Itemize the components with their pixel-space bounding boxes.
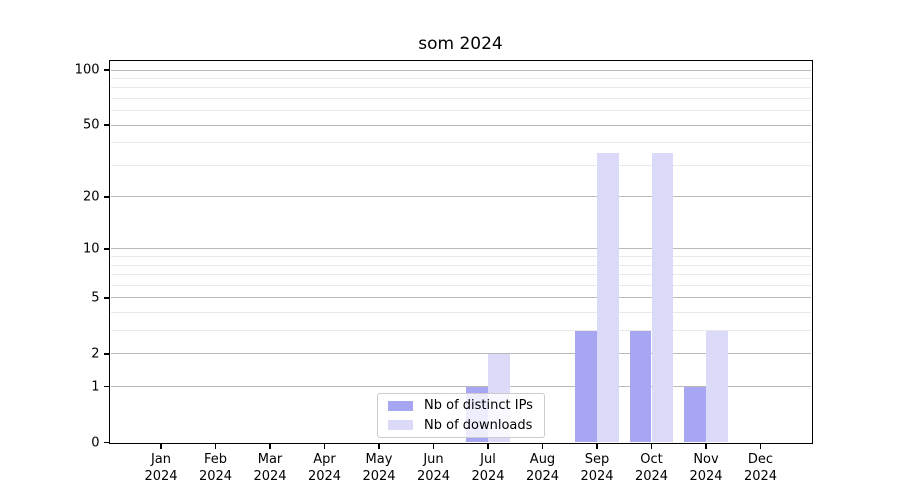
x-tick-mark (705, 444, 707, 449)
minor-gridline (110, 77, 811, 79)
x-tick-mark (160, 444, 162, 449)
x-tick-mark (378, 444, 380, 449)
y-tick-label: 5 (91, 290, 100, 306)
minor-gridline (110, 98, 811, 99)
legend: Nb of distinct IPs Nb of downloads (377, 393, 545, 438)
x-tick-mark (432, 444, 435, 449)
x-tick-label: Oct 2024 (634, 451, 669, 484)
y-tick-label: 0 (91, 435, 100, 450)
minor-gridline (110, 264, 811, 266)
x-tick-label: Dec 2024 (743, 451, 778, 484)
y-tick-mark (104, 297, 109, 299)
x-tick-label: Nov 2024 (689, 451, 723, 484)
x-tick-mark (269, 444, 271, 449)
bar-distinct-ips-oct (629, 330, 652, 443)
bar-distinct-ips-nov (684, 386, 706, 443)
y-tick-mark (104, 385, 109, 388)
y-tick-mark (104, 196, 109, 198)
minor-gridline (110, 164, 811, 166)
x-tick-label: Sep 2024 (580, 451, 614, 484)
x-tick-mark (487, 444, 489, 449)
y-tick-label: 100 (74, 62, 100, 78)
x-tick-label: Jun 2024 (416, 451, 451, 484)
y-tick-label: 1 (91, 379, 100, 395)
major-gridline (110, 386, 811, 388)
legend-item-distinct-ips: Nb of distinct IPs (378, 398, 544, 413)
minor-gridline (110, 284, 811, 286)
legend-swatch-distinct-ips (388, 400, 413, 411)
x-tick-mark (323, 444, 326, 449)
minor-gridline (110, 312, 811, 314)
minor-gridline (110, 142, 811, 144)
x-tick-label: May 2024 (362, 451, 396, 484)
bar-downloads-oct (651, 153, 674, 443)
minor-gridline (110, 110, 811, 112)
major-gridline (110, 69, 811, 71)
y-tick-label: 50 (82, 117, 100, 133)
x-tick-label: Jul 2024 (471, 451, 505, 484)
major-gridline (110, 353, 811, 355)
major-gridline (110, 297, 811, 299)
legend-item-downloads: Nb of downloads (378, 418, 544, 433)
y-tick-label: 2 (91, 346, 100, 362)
minor-gridline (110, 274, 811, 276)
y-tick-label: 20 (82, 189, 100, 205)
legend-swatch-downloads (388, 420, 413, 431)
x-tick-label: Aug 2024 (525, 451, 560, 484)
y-tick-mark (104, 69, 109, 71)
x-tick-label: Feb 2024 (198, 451, 233, 484)
bar-downloads-nov (706, 330, 728, 443)
x-tick-label: Jan 2024 (144, 451, 178, 484)
x-tick-label: Apr 2024 (307, 451, 342, 484)
bar-distinct-ips-sep (575, 330, 597, 443)
bar-downloads-sep (597, 153, 619, 443)
x-tick-mark (596, 444, 598, 449)
y-tick-mark (104, 248, 109, 250)
major-gridline (110, 124, 811, 126)
axes-spines (109, 59, 813, 444)
minor-gridline (110, 87, 811, 89)
y-tick-mark (104, 353, 109, 355)
x-tick-mark (650, 444, 653, 449)
x-tick-mark (759, 444, 762, 449)
major-gridline (110, 248, 811, 250)
y-tick-label: 10 (82, 241, 100, 257)
minor-gridline (110, 256, 811, 258)
y-tick-mark (104, 124, 109, 126)
major-gridline (110, 196, 811, 198)
y-tick-mark (104, 441, 109, 444)
x-tick-mark (541, 444, 544, 449)
x-tick-mark (214, 444, 217, 449)
legend-label: Nb of distinct IPs (424, 398, 533, 414)
x-tick-label: Mar 2024 (253, 451, 287, 484)
minor-gridline (110, 330, 811, 332)
legend-label: Nb of downloads (424, 417, 533, 433)
chart-title: som 2024 (418, 34, 503, 54)
